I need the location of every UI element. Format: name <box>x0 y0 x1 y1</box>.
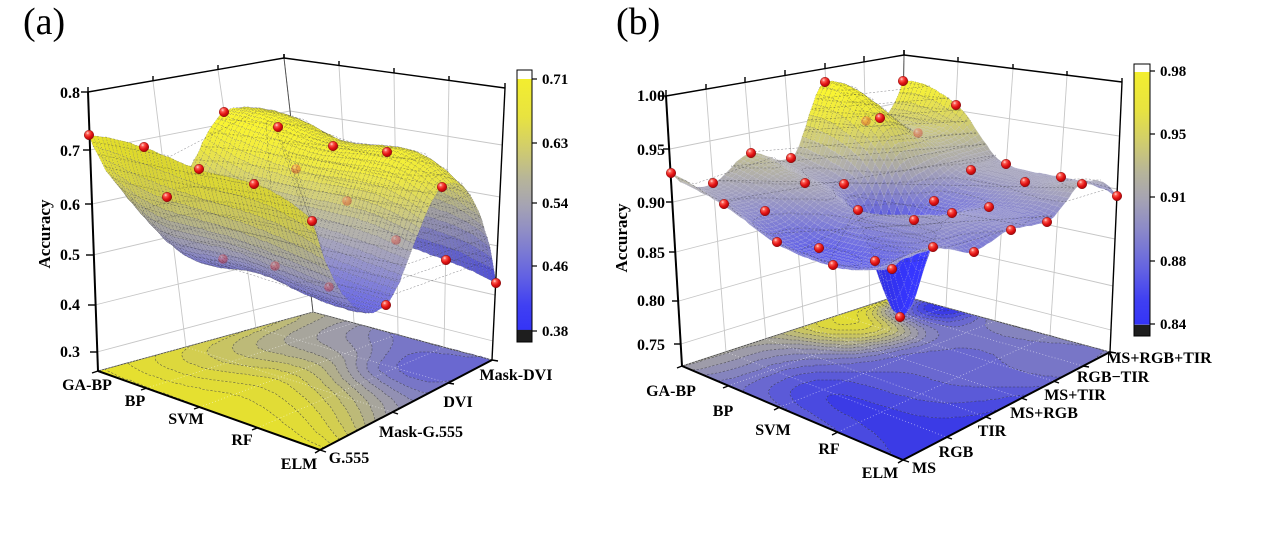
svg-text:0.46: 0.46 <box>542 259 569 275</box>
svg-text:0.8: 0.8 <box>60 85 80 102</box>
svg-text:MS+RGB+TIR: MS+RGB+TIR <box>1106 350 1212 367</box>
svg-text:BP: BP <box>125 393 146 410</box>
svg-text:MS: MS <box>912 460 936 477</box>
svg-text:Accuracy: Accuracy <box>35 199 54 268</box>
svg-text:MS+RGB: MS+RGB <box>1010 405 1078 422</box>
svg-text:GA-BP: GA-BP <box>646 383 696 400</box>
svg-text:0.88: 0.88 <box>1160 254 1186 270</box>
svg-text:0.84: 0.84 <box>1160 317 1187 333</box>
svg-text:(a): (a) <box>23 1 65 43</box>
svg-text:0.38: 0.38 <box>542 324 568 340</box>
svg-text:SVM: SVM <box>755 422 791 439</box>
svg-text:0.90: 0.90 <box>637 195 665 212</box>
svg-text:SVM: SVM <box>168 411 204 428</box>
svg-text:0.3: 0.3 <box>60 344 80 361</box>
svg-text:0.5: 0.5 <box>60 247 80 264</box>
svg-text:MS+TIR: MS+TIR <box>1044 387 1106 404</box>
svg-text:0.63: 0.63 <box>542 136 568 152</box>
svg-text:Accuracy: Accuracy <box>612 203 631 272</box>
svg-text:RF: RF <box>231 432 253 449</box>
svg-text:0.4: 0.4 <box>60 297 80 314</box>
svg-text:0.80: 0.80 <box>637 293 665 310</box>
svg-text:G.555: G.555 <box>329 450 369 467</box>
svg-text:0.6: 0.6 <box>60 197 80 214</box>
svg-text:0.95: 0.95 <box>1160 127 1186 143</box>
svg-text:Mask-DVI: Mask-DVI <box>480 367 553 384</box>
svg-text:Mask-G.555: Mask-G.555 <box>379 424 463 441</box>
svg-text:0.91: 0.91 <box>1160 190 1186 206</box>
svg-text:ELM: ELM <box>281 456 317 473</box>
svg-text:(b): (b) <box>616 1 660 43</box>
svg-text:DVI: DVI <box>443 394 472 411</box>
svg-text:RGB−TIR: RGB−TIR <box>1077 369 1150 386</box>
svg-text:0.85: 0.85 <box>637 245 665 262</box>
svg-text:0.54: 0.54 <box>542 196 569 212</box>
svg-text:TIR: TIR <box>978 423 1007 440</box>
svg-text:GA-BP: GA-BP <box>62 377 112 394</box>
svg-text:RGB: RGB <box>939 444 974 461</box>
svg-text:0.75: 0.75 <box>637 337 665 354</box>
svg-text:0.7: 0.7 <box>60 143 80 160</box>
svg-text:BP: BP <box>713 403 734 420</box>
svg-text:0.98: 0.98 <box>1160 64 1186 80</box>
svg-text:RF: RF <box>818 441 840 458</box>
svg-text:0.71: 0.71 <box>542 72 568 88</box>
svg-text:1.00: 1.00 <box>637 88 665 105</box>
svg-text:ELM: ELM <box>862 465 898 482</box>
svg-text:0.95: 0.95 <box>637 142 665 159</box>
